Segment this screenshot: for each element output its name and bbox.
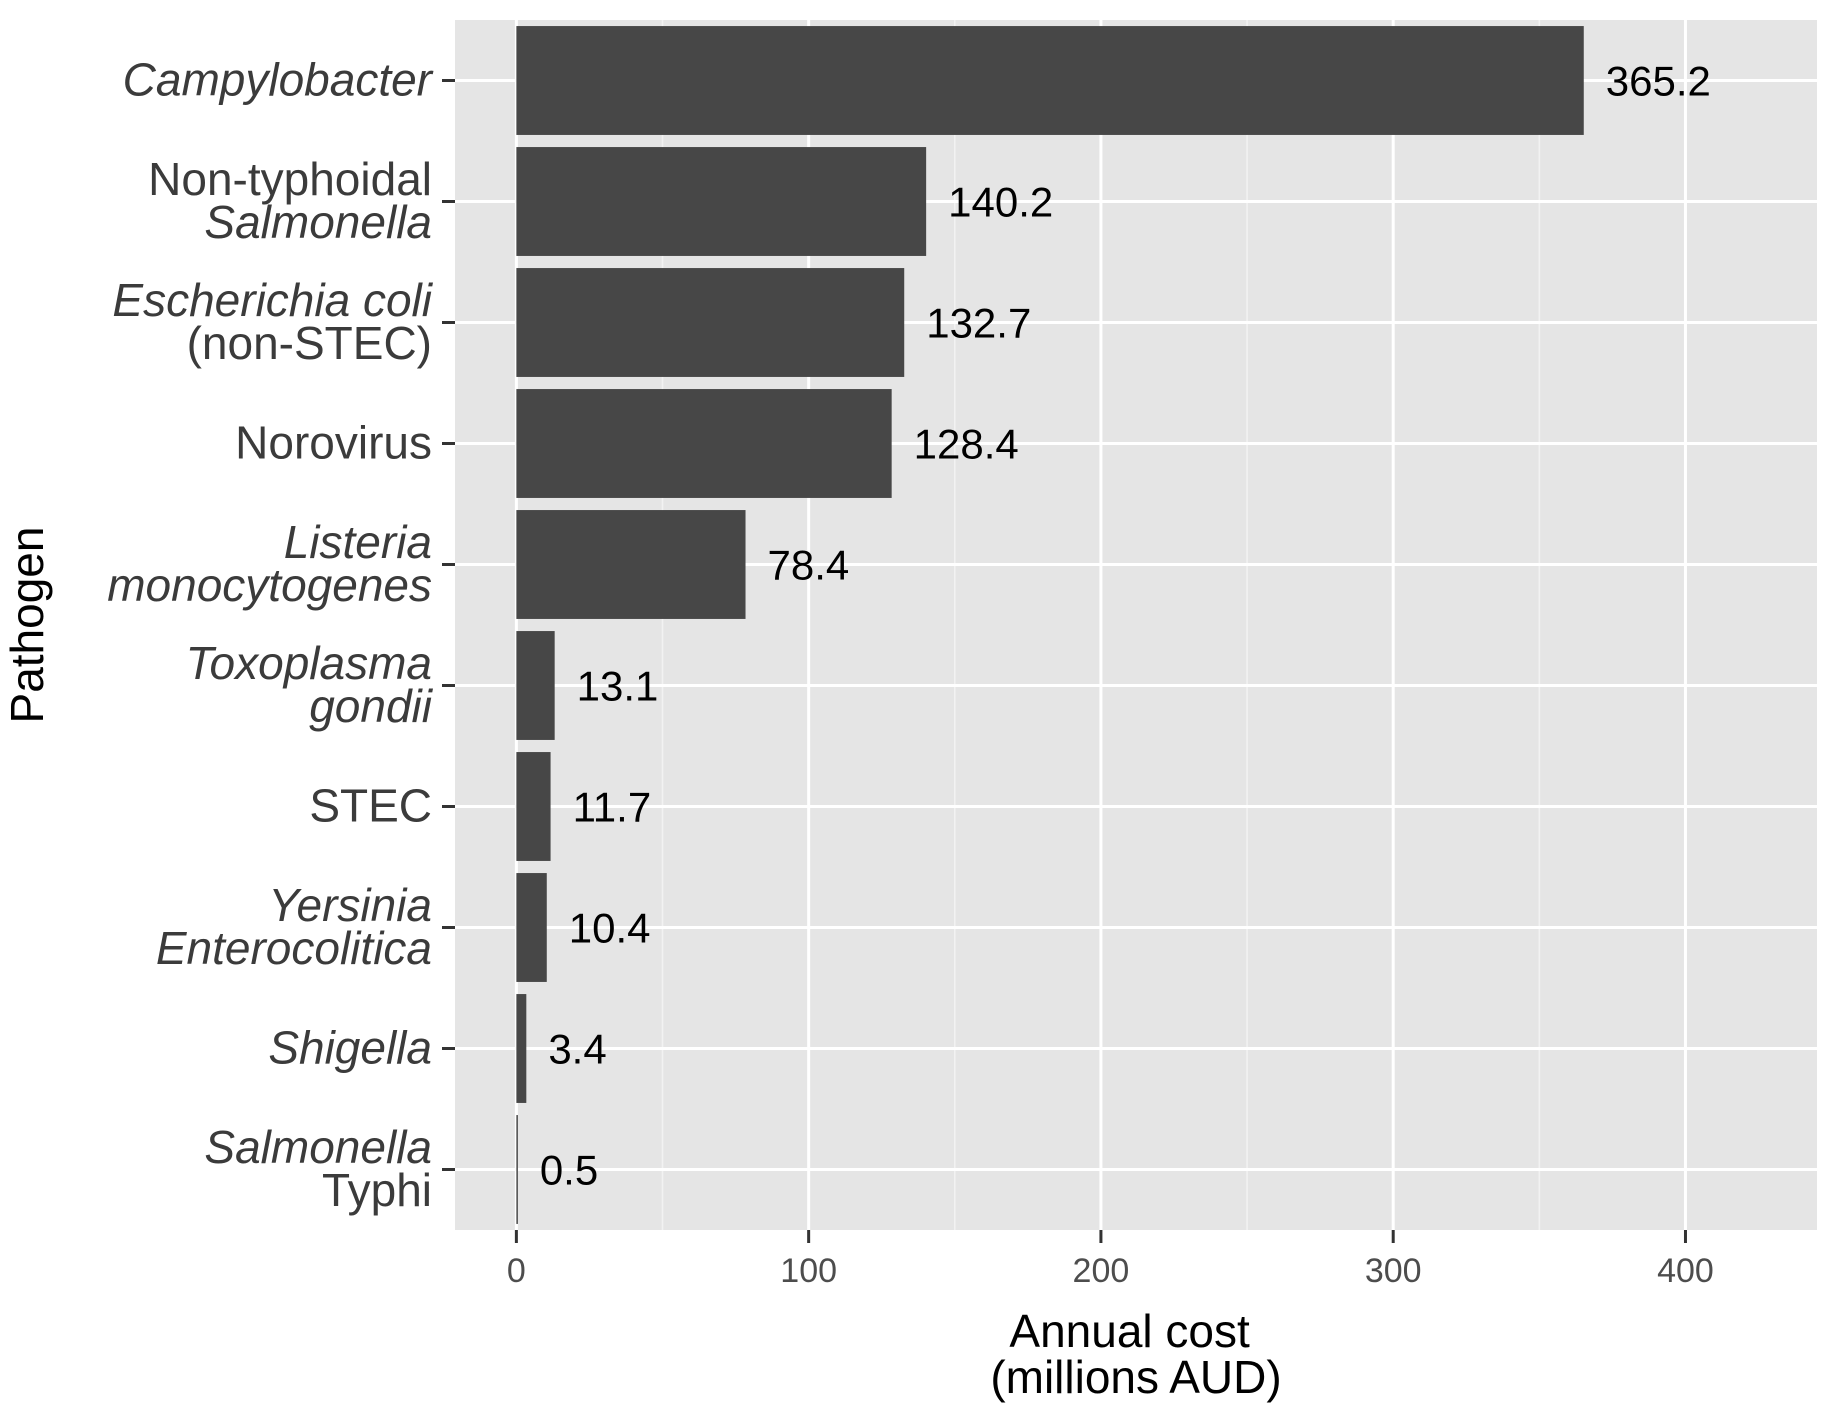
bar (516, 147, 927, 256)
y-tick-label-line: monocytogenes (107, 559, 432, 611)
y-tick-label: Shigella (268, 1022, 432, 1074)
x-tick-label: 100 (780, 1252, 837, 1290)
bar (516, 752, 551, 861)
x-axis: 0 100 200 300 400 (507, 1230, 1714, 1290)
x-tick-label: 200 (1073, 1252, 1130, 1290)
y-tick-label-line: Norovirus (235, 417, 432, 469)
y-tick-label: Salmonella Typhi (204, 1121, 432, 1216)
y-tick-label-line: Toxoplasma (186, 637, 432, 689)
y-tick-label: Listeria monocytogenes (107, 516, 432, 611)
x-axis-title-line-2: (millions AUD) (990, 1351, 1281, 1403)
y-tick-label-line: Enterocolitica (156, 922, 432, 974)
y-tick-label-line: STEC (309, 780, 432, 832)
bar (516, 26, 1584, 135)
y-tick-label-line: Escherichia coli (112, 274, 433, 326)
bar (516, 631, 555, 740)
y-tick-label: Campylobacter (123, 54, 434, 106)
data-label: 140.2 (948, 179, 1053, 226)
data-label: 78.4 (768, 542, 850, 589)
data-label: 13.1 (577, 663, 659, 710)
y-tick-label-line: Campylobacter (123, 54, 434, 106)
y-tick-label-line: Listeria (284, 516, 432, 568)
y-tick-label: Escherichia coli (non-STEC) (112, 274, 433, 369)
y-tick-label-line: Yersinia (268, 879, 432, 931)
data-label: 0.5 (540, 1147, 598, 1194)
data-label: 10.4 (569, 905, 651, 952)
x-tick-label: 0 (507, 1252, 526, 1290)
data-label: 3.4 (548, 1026, 606, 1073)
y-tick-label: Yersinia Enterocolitica (156, 879, 432, 974)
y-tick-label: Norovirus (235, 417, 432, 469)
y-tick-label-line: gondii (309, 680, 434, 732)
bar (516, 510, 746, 619)
y-tick-label-line: Shigella (268, 1022, 432, 1074)
bar (516, 389, 892, 498)
bar (516, 268, 905, 377)
data-labels: 365.2 140.2 132.7 128.4 78.4 13.1 11.7 10.4 3.4 0… (540, 58, 1711, 1194)
x-axis-title-line-1: Annual cost (1009, 1305, 1250, 1357)
x-tick-label: 400 (1657, 1252, 1714, 1290)
bars (516, 26, 1584, 1224)
bar (516, 873, 547, 982)
data-label: 11.7 (573, 784, 652, 831)
y-axis-title: Pathogen (1, 527, 53, 724)
y-tick-label: Non-typhoidal Salmonella (148, 153, 432, 248)
y-tick-label-line: (non-STEC) (187, 317, 432, 369)
y-tick-label-line: Salmonella (204, 196, 432, 248)
x-axis-title: Annual cost (millions AUD) (990, 1305, 1281, 1403)
y-tick-label: Toxoplasma gondii (186, 637, 434, 732)
y-tick-label-line: Typhi (322, 1164, 432, 1216)
y-tick-label-line: Non-typhoidal (148, 153, 432, 205)
data-label: 365.2 (1606, 58, 1711, 105)
bar (516, 1115, 518, 1224)
data-label: 128.4 (914, 421, 1019, 468)
y-tick-label: STEC (309, 780, 432, 832)
data-label: 132.7 (926, 300, 1031, 347)
x-tick-label: 300 (1365, 1252, 1422, 1290)
y-tick-label-line: Salmonella (204, 1121, 432, 1173)
bar (516, 994, 527, 1103)
